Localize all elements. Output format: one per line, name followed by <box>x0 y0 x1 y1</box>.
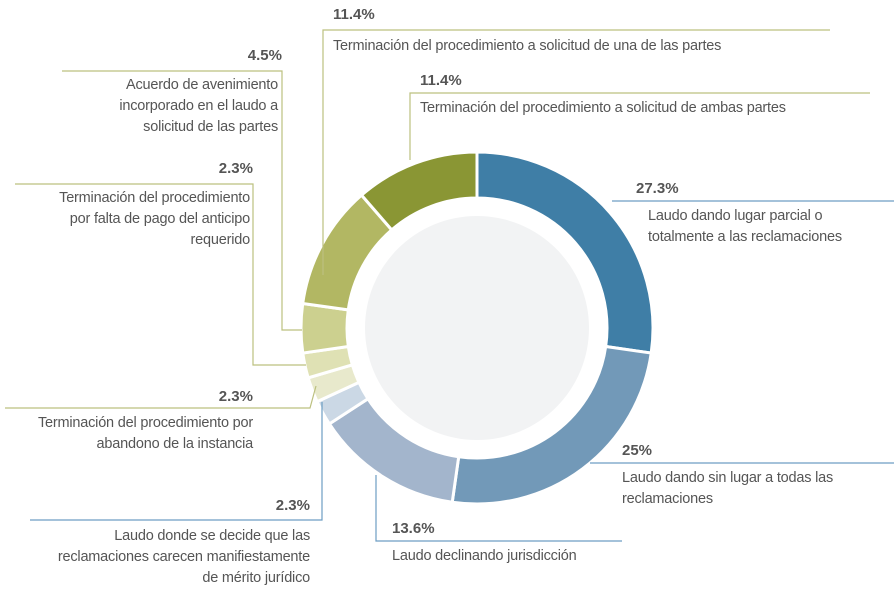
donut-segment <box>299 301 351 355</box>
category-label: Acuerdo de avenimiento incorporado en el… <box>119 77 278 135</box>
category-label: Terminación del procedimiento por abando… <box>37 415 253 452</box>
value-label: 27.3% <box>636 180 679 197</box>
leader-line <box>5 385 317 409</box>
value-label: 2.3% <box>218 388 253 405</box>
leader-line <box>62 70 302 331</box>
value-label: 4.5% <box>247 47 282 64</box>
leader-line <box>322 29 830 275</box>
category-label: Terminación del procedimiento a solicitu… <box>420 100 786 116</box>
value-label: 13.6% <box>392 520 435 537</box>
leader-line <box>30 402 323 521</box>
category-label: Terminación del procedimiento a solicitu… <box>333 38 722 54</box>
value-label: 11.4% <box>333 6 375 23</box>
value-label: 2.3% <box>275 497 310 514</box>
leader-line <box>15 183 306 366</box>
inner-disk <box>365 216 589 440</box>
category-label: Laudo declinando jurisdicción <box>392 548 577 564</box>
value-label: 11.4% <box>420 72 462 89</box>
category-label: Laudo donde se decide que las reclamacio… <box>57 528 310 586</box>
leader-line <box>375 475 622 542</box>
value-label: 2.3% <box>218 160 253 177</box>
category-label: Terminación del procedimiento por falta … <box>59 190 250 248</box>
leader-line <box>409 92 870 160</box>
value-label: 25% <box>622 442 653 459</box>
category-label: Laudo dando lugar parcial o totalmente a… <box>648 208 842 245</box>
category-label: Laudo dando sin lugar a todas las reclam… <box>622 470 834 507</box>
donut-segment <box>359 150 479 233</box>
